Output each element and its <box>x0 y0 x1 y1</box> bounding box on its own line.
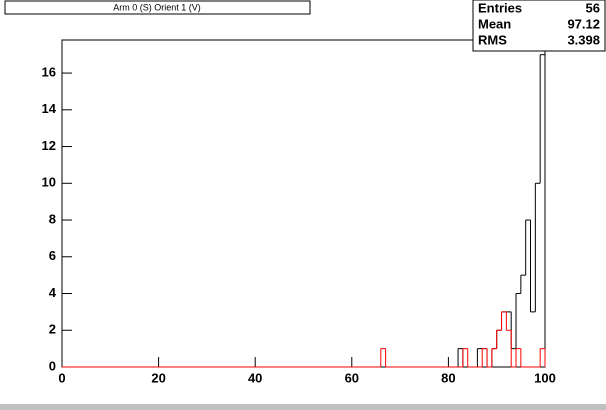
y-tick-label: 4 <box>49 285 57 300</box>
y-tick-label: 10 <box>42 175 56 190</box>
title-box <box>4 0 311 15</box>
y-tick-label: 6 <box>49 248 56 263</box>
y-tick-label: 0 <box>49 358 56 373</box>
y-tick-label: 16 <box>42 65 56 80</box>
x-tick-label: 100 <box>534 370 556 385</box>
stats-value: 3.398 <box>567 32 600 47</box>
x-tick-label: 60 <box>345 370 359 385</box>
y-tick-label: 2 <box>49 322 56 337</box>
x-tick-label: 40 <box>248 370 262 385</box>
x-tick-label: 80 <box>441 370 455 385</box>
canvas-border <box>0 404 606 410</box>
x-tick-label: 0 <box>58 370 65 385</box>
stats-box <box>472 0 606 52</box>
stats-value: 56 <box>586 0 600 15</box>
stats-value: 97.12 <box>567 16 600 31</box>
x-tick-label: 20 <box>151 370 165 385</box>
y-tick-label: 14 <box>42 101 57 116</box>
stats-label: RMS <box>478 32 507 47</box>
chart-title: Arm 0 (S) Orient 1 (V) <box>113 2 201 12</box>
stats-label: Entries <box>478 0 522 15</box>
y-tick-label: 8 <box>49 211 56 226</box>
y-tick-label: 12 <box>42 138 56 153</box>
stats-label: Mean <box>478 16 511 31</box>
